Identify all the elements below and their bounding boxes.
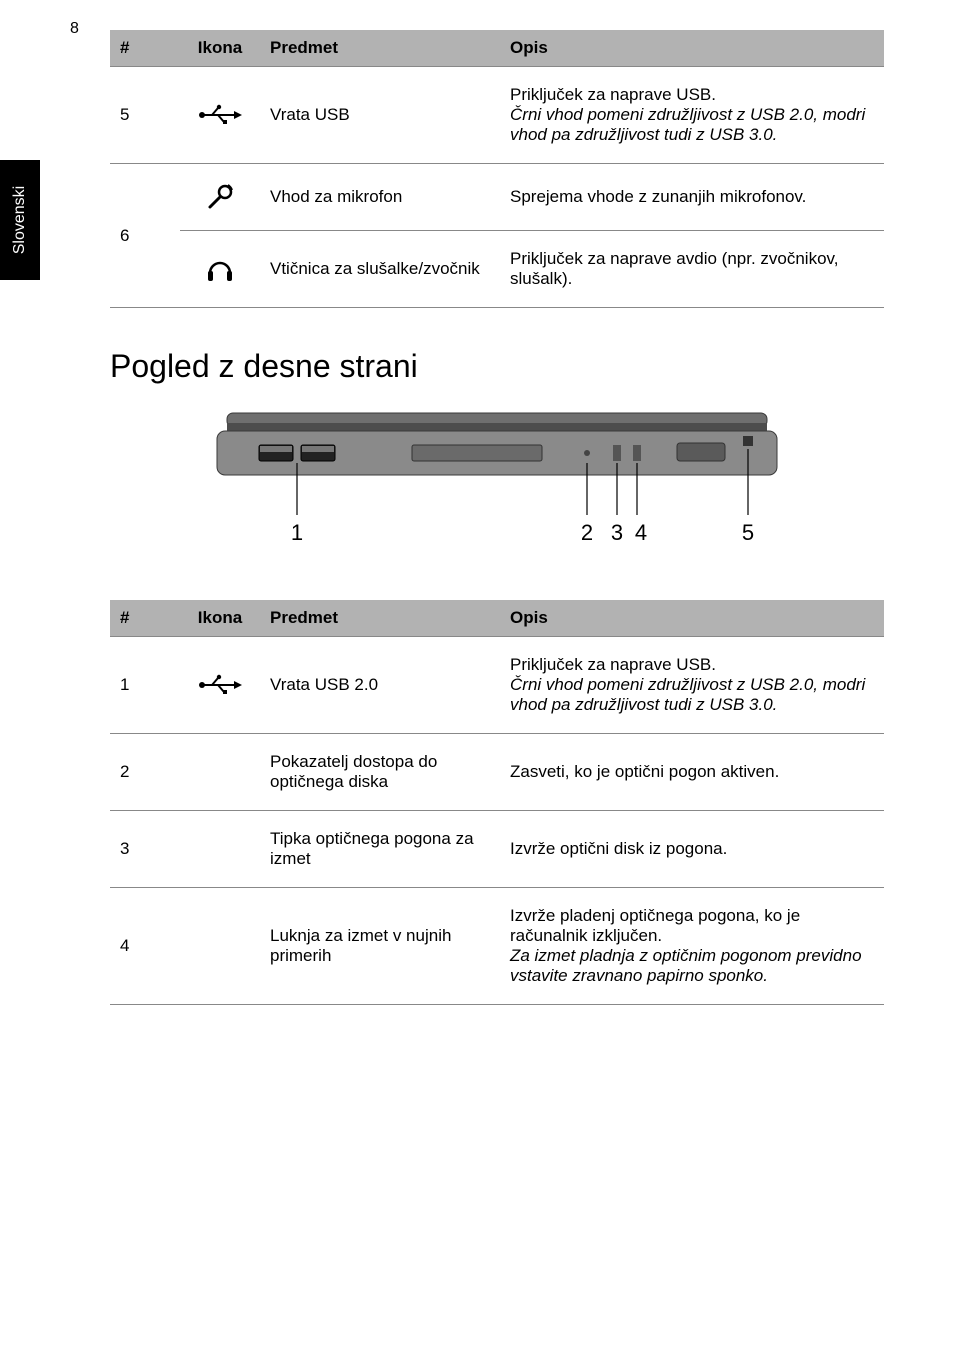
figure-label-5: 5 bbox=[742, 520, 754, 545]
cell-predmet: Vrata USB 2.0 bbox=[260, 637, 500, 734]
cell-icon bbox=[180, 164, 260, 231]
th-icon: Ikona bbox=[180, 30, 260, 67]
th-icon: Ikona bbox=[180, 600, 260, 637]
cell-num: 3 bbox=[110, 811, 180, 888]
cell-opis: Izvrže pladenj optičnega pogona, ko je r… bbox=[500, 888, 884, 1005]
cell-opis: Izvrže optični disk iz pogona. bbox=[500, 811, 884, 888]
cell-predmet: Vhod za mikrofon bbox=[260, 164, 500, 231]
table-row: 4 Luknja za izmet v nujnih primerih Izvr… bbox=[110, 888, 884, 1005]
cell-num: 4 bbox=[110, 888, 180, 1005]
opis-line-italic: Črni vhod pomeni združljivost z USB 2.0,… bbox=[510, 675, 865, 714]
opis-line: Priključek za naprave USB. bbox=[510, 85, 716, 104]
th-predmet: Predmet bbox=[260, 30, 500, 67]
cell-predmet: Vrata USB bbox=[260, 67, 500, 164]
cell-opis: Zasveti, ko je optični pogon aktiven. bbox=[500, 734, 884, 811]
headphone-icon bbox=[205, 253, 235, 285]
usb-icon bbox=[198, 103, 242, 127]
cell-icon bbox=[180, 888, 260, 1005]
section-title: Pogled z desne strani bbox=[110, 348, 884, 385]
cell-icon bbox=[180, 637, 260, 734]
figure-label-2: 2 bbox=[581, 520, 593, 545]
right-side-figure: 1 2 3 4 5 bbox=[110, 405, 884, 570]
cell-num: 6 bbox=[110, 164, 180, 308]
figure-label-3: 3 bbox=[611, 520, 623, 545]
cell-icon bbox=[180, 734, 260, 811]
figure-label-1: 1 bbox=[291, 520, 303, 545]
cell-num: 1 bbox=[110, 637, 180, 734]
opis-line-italic: Za izmet pladnja z optičnim pogonom prev… bbox=[510, 946, 862, 985]
th-predmet: Predmet bbox=[260, 600, 500, 637]
usb-icon bbox=[198, 673, 242, 697]
page: 8 Slovenski # Ikona Predmet Opis 5 bbox=[0, 0, 954, 1369]
opis-line: Priključek za naprave USB. bbox=[510, 655, 716, 674]
spec-table-2: # Ikona Predmet Opis 1 bbox=[110, 600, 884, 1005]
cell-opis: Sprejema vhode z zunanjih mikrofonov. bbox=[500, 164, 884, 231]
cell-num: 2 bbox=[110, 734, 180, 811]
table-row: Vtičnica za slušalke/zvočnik Priključek … bbox=[110, 231, 884, 308]
cell-num: 5 bbox=[110, 67, 180, 164]
cell-predmet: Pokazatelj dostopa do optičnega diska bbox=[260, 734, 500, 811]
opis-line-italic: Črni vhod pomeni združljivost z USB 2.0,… bbox=[510, 105, 865, 144]
cell-predmet: Vtičnica za slušalke/zvočnik bbox=[260, 231, 500, 308]
figure-label-4: 4 bbox=[635, 520, 647, 545]
table-row: 1 Vrata USB 2.0 Priključek za naprave US… bbox=[110, 637, 884, 734]
cell-icon bbox=[180, 811, 260, 888]
th-opis: Opis bbox=[500, 600, 884, 637]
laptop-side-svg: 1 2 3 4 5 bbox=[197, 405, 797, 565]
cell-predmet: Tipka optičnega pogona za izmet bbox=[260, 811, 500, 888]
opis-line: Izvrže pladenj optičnega pogona, ko je r… bbox=[510, 906, 800, 945]
table-row: 5 Vrata USB Priključek za naprave USB. bbox=[110, 67, 884, 164]
mic-icon bbox=[205, 182, 235, 212]
side-tab: Slovenski bbox=[0, 160, 40, 280]
cell-opis: Priključek za naprave USB. Črni vhod pom… bbox=[500, 67, 884, 164]
th-num: # bbox=[110, 600, 180, 637]
table-row: 3 Tipka optičnega pogona za izmet Izvrže… bbox=[110, 811, 884, 888]
th-opis: Opis bbox=[500, 30, 884, 67]
th-num: # bbox=[110, 30, 180, 67]
page-number: 8 bbox=[70, 20, 79, 38]
table-row: 6 Vhod za mikrofon Sprejema vhode z zuna… bbox=[110, 164, 884, 231]
cell-icon bbox=[180, 67, 260, 164]
cell-predmet: Luknja za izmet v nujnih primerih bbox=[260, 888, 500, 1005]
cell-icon bbox=[180, 231, 260, 308]
table-row: 2 Pokazatelj dostopa do optičnega diska … bbox=[110, 734, 884, 811]
cell-opis: Priključek za naprave USB. Črni vhod pom… bbox=[500, 637, 884, 734]
spec-table-1: # Ikona Predmet Opis 5 bbox=[110, 30, 884, 308]
cell-opis: Priključek za naprave avdio (npr. zvočni… bbox=[500, 231, 884, 308]
side-tab-label: Slovenski bbox=[11, 186, 29, 254]
